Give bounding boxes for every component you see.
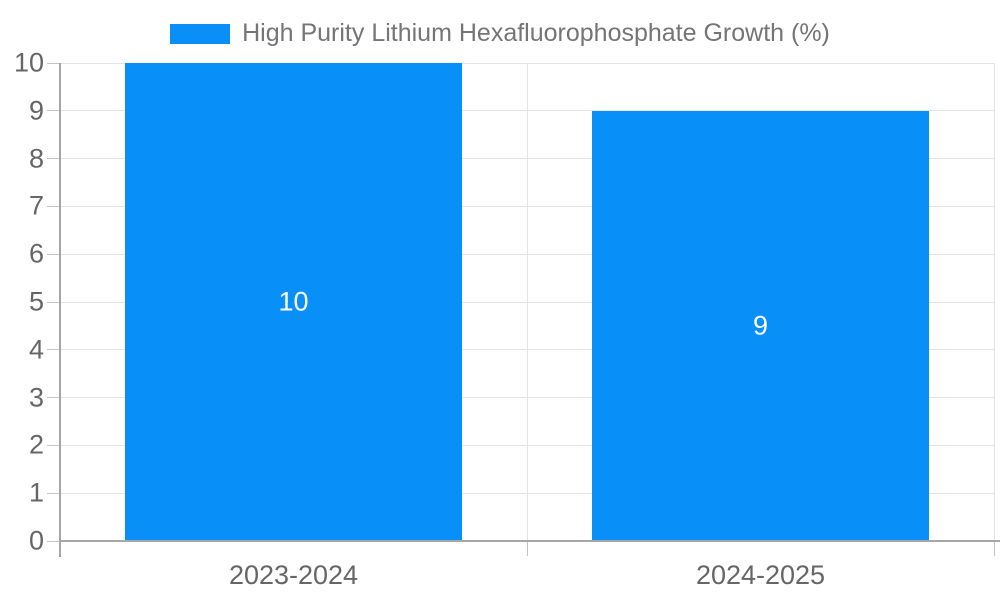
y-axis-tick-label: 3 bbox=[28, 382, 44, 413]
x-axis-tick bbox=[526, 541, 528, 556]
y-axis-tick bbox=[47, 540, 60, 542]
y-axis-tick bbox=[47, 349, 60, 351]
y-axis-tick bbox=[47, 62, 60, 64]
x-axis-tick-label: 2024-2025 bbox=[695, 560, 826, 590]
y-axis-line bbox=[59, 63, 61, 557]
y-axis-tick bbox=[47, 492, 60, 494]
y-axis-tick-label: 4 bbox=[28, 334, 44, 365]
y-axis-tick-label: 7 bbox=[28, 190, 44, 221]
bar-value-label: 9 bbox=[752, 310, 769, 341]
y-axis-tick bbox=[47, 444, 60, 446]
gridline-vertical bbox=[526, 63, 528, 541]
y-axis-tick bbox=[47, 205, 60, 207]
y-axis-tick bbox=[47, 253, 60, 255]
y-axis-tick-label: 0 bbox=[28, 525, 44, 556]
x-axis-tick-label: 2023-2024 bbox=[228, 560, 359, 590]
y-axis-tick bbox=[47, 110, 60, 112]
legend-label: High Purity Lithium Hexafluorophosphate … bbox=[242, 19, 830, 47]
x-axis-tick bbox=[993, 541, 995, 556]
y-axis-tick-label: 1 bbox=[28, 477, 44, 508]
y-axis-tick-label: 8 bbox=[28, 143, 44, 174]
legend-swatch-icon bbox=[170, 23, 231, 44]
x-axis-line bbox=[59, 540, 1000, 542]
gridline-vertical bbox=[993, 63, 995, 541]
y-axis-tick bbox=[47, 158, 60, 160]
y-axis-tick bbox=[47, 397, 60, 399]
y-axis-tick-label: 9 bbox=[28, 95, 44, 126]
y-axis-tick-label: 6 bbox=[28, 238, 44, 269]
bar[interactable] bbox=[125, 63, 462, 541]
y-axis-tick-label: 10 bbox=[13, 47, 44, 78]
bar-value-label: 10 bbox=[278, 286, 309, 317]
y-axis-tick-label: 2 bbox=[28, 429, 44, 460]
legend[interactable]: High Purity Lithium Hexafluorophosphate … bbox=[0, 21, 1000, 46]
bar[interactable] bbox=[592, 110, 929, 541]
y-axis-tick bbox=[47, 301, 60, 303]
y-axis-tick-label: 5 bbox=[28, 286, 44, 317]
